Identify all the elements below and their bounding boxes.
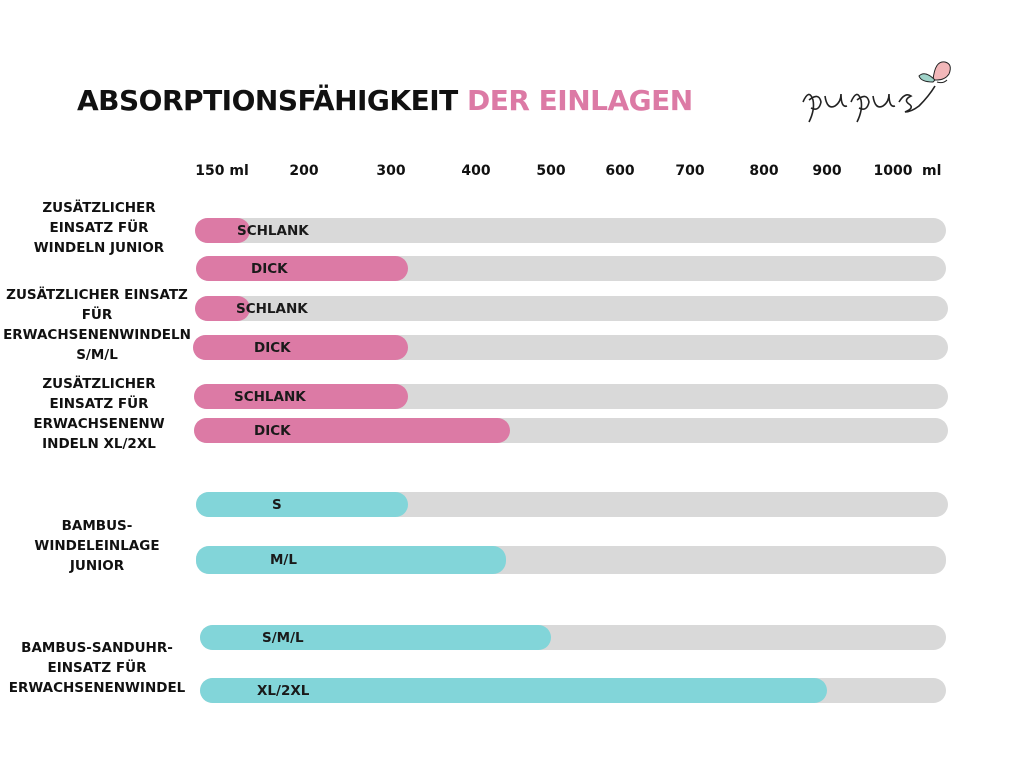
pupus-logo <box>795 50 955 130</box>
bar-track: DICK <box>194 418 948 443</box>
group-label-line: ERWACHSENENWINDELN <box>3 327 191 343</box>
x-tick-label: 400 <box>461 163 491 179</box>
group-label-line: EINSATZ FÜR <box>49 220 149 236</box>
x-tick-label: 300 <box>376 163 406 179</box>
x-tick-label: 200 <box>289 163 319 179</box>
bar-track: S <box>196 492 948 517</box>
x-tick-label: 500 <box>536 163 566 179</box>
group-label-line: S/M/L <box>76 347 118 363</box>
chart-title: ABSORPTIONSFÄHIGKEIT DER EINLAGEN <box>77 84 693 117</box>
title-main: ABSORPTIONSFÄHIGKEIT <box>77 84 458 117</box>
group-label-line: ZUSÄTZLICHER <box>42 200 156 216</box>
bar-fill <box>196 546 506 574</box>
x-tick-label: 700 <box>675 163 705 179</box>
x-tick-label: 900 <box>812 163 842 179</box>
x-tick-label: 600 <box>605 163 635 179</box>
x-tick-label: 150 ml <box>195 163 249 179</box>
bar-track: SCHLANK <box>195 296 948 321</box>
bar-label: DICK <box>254 422 291 439</box>
x-tick-label: 800 <box>749 163 779 179</box>
bar-label: DICK <box>254 339 291 356</box>
bar-track: M/L <box>196 546 946 574</box>
group-label-line: BAMBUS- <box>61 518 133 534</box>
x-tick-label: 1000 <box>873 163 913 179</box>
title-accent: DER EINLAGEN <box>467 84 693 117</box>
bar-fill <box>194 418 510 443</box>
bar-label: M/L <box>270 552 297 568</box>
bar-label: SCHLANK <box>237 222 309 239</box>
bar-track: SCHLANK <box>195 218 946 243</box>
group-label: ZUSÄTZLICHER EINSATZ FÜR ERWACHSENENW INDEL… <box>4 374 194 454</box>
group-label-line: WINDELEINLAGE <box>34 538 160 554</box>
bar-fill <box>196 256 408 281</box>
group-label: ZUSÄTZLICHER EINSATZ FÜR WINDELN JUNIOR <box>4 198 194 258</box>
group-label-line: EINSATZ FÜR <box>49 396 149 412</box>
bar-label: S/M/L <box>262 629 304 646</box>
butterfly-logo-icon <box>802 61 951 123</box>
group-label-line: FÜR <box>81 307 113 323</box>
group-label-line: JUNIOR <box>69 558 125 574</box>
axis-unit-label: ml <box>922 163 942 179</box>
bar-track: S/M/L <box>200 625 946 650</box>
bar-label: DICK <box>251 260 288 277</box>
bar-track: SCHLANK <box>194 384 948 409</box>
bar-label: SCHLANK <box>236 300 308 317</box>
group-label-line: ERWACHSENENWINDEL <box>8 680 186 696</box>
group-label-line: BAMBUS-SANDUHR- <box>21 640 173 656</box>
bar-fill <box>195 218 250 243</box>
bar-track: DICK <box>196 256 946 281</box>
group-label: BAMBUS- WINDELEINLAGE JUNIOR <box>2 516 192 576</box>
bar-label: S <box>272 496 282 513</box>
group-label-line: ERWACHSENENW <box>33 416 165 432</box>
bar-track: XL/2XL <box>200 678 946 703</box>
group-label: BAMBUS-SANDUHR- EINSATZ FÜR ERWACHSENENWIN… <box>2 638 192 698</box>
bar-fill <box>196 492 408 517</box>
bar-label: XL/2XL <box>257 682 310 699</box>
group-label-line: INDELN XL/2XL <box>42 436 156 452</box>
bar-label: SCHLANK <box>234 388 306 405</box>
bar-track: DICK <box>193 335 948 360</box>
bar-fill <box>194 384 408 409</box>
bar-fill <box>200 625 551 650</box>
group-label: ZUSÄTZLICHER EINSATZ FÜR ERWACHSENENWINDEL… <box>2 285 192 365</box>
bar-fill <box>193 335 408 360</box>
group-label-line: ZUSÄTZLICHER EINSATZ <box>6 287 188 303</box>
bar-fill <box>200 678 827 703</box>
group-label-line: WINDELN JUNIOR <box>33 240 165 256</box>
group-label-line: EINSATZ FÜR <box>47 660 147 676</box>
group-label-line: ZUSÄTZLICHER <box>42 376 156 392</box>
bar-fill <box>195 296 250 321</box>
